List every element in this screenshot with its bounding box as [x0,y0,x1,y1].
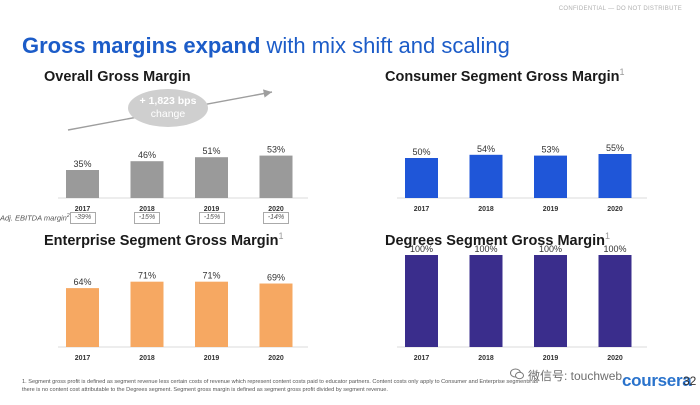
tick-label-2020: 2020 [607,206,623,213]
chart-title-overall: Overall Gross Margin [44,68,191,85]
tick-label-2018: 2018 [478,206,494,213]
wechat-icon [510,368,524,380]
bar-2019 [534,255,567,347]
bps-change-callout: + 1,823 bps change [128,89,208,127]
tick-label-2020: 2020 [268,355,284,362]
tick-label-2019: 2019 [543,355,559,362]
bar-2020 [259,283,293,347]
data-label-2018: 71% [138,271,156,281]
title-rest: with mix shift and scaling [260,33,510,58]
bar-2020 [598,255,632,347]
consumer-gross-margin-chart: 50% 2017 54% 2018 53% 2019 55% 2020 [397,118,647,218]
bar-2018 [130,161,164,198]
ebitda-2018: -15% [134,212,160,224]
tick-label-2019: 2019 [204,355,220,362]
data-label-2020: 55% [606,143,624,153]
chart-title-degrees: Degrees Segment Gross Margin1 [385,231,611,249]
ebitda-2019: -15% [199,212,225,224]
tick-label-2020: 2020 [268,206,284,213]
bar-2017 [66,288,99,347]
data-label-2018: 100% [474,244,497,254]
tick-label-2019: 2019 [204,206,220,213]
tick-label-2018: 2018 [139,206,155,213]
data-label-2017: 64% [73,277,91,287]
chart-title-enterprise: Enterprise Segment Gross Margin1 [44,231,284,249]
tick-label-2017: 2017 [414,206,430,213]
bar-2019 [195,157,228,198]
title-bold: Gross margins expand [22,33,261,58]
tick-label-2017: 2017 [414,355,430,362]
bar-2019 [195,281,228,347]
footnote: 1. Segment gross profit is defined as se… [22,379,539,393]
coursera-logo: coursera [622,371,692,390]
data-label-2019: 51% [202,146,220,156]
data-label-2020: 100% [603,244,626,254]
ebitda-2017: -39% [70,212,96,224]
ebitda-2020: -14% [263,212,289,224]
tick-label-2019: 2019 [543,206,559,213]
bar-2020 [259,155,293,198]
tick-label-2018: 2018 [478,355,494,362]
chart-title-consumer: Consumer Segment Gross Margin1 [385,67,625,85]
overall-gross-margin-chart: 35% 2017 46% 2018 51% 2019 53% 2020 [58,118,308,218]
data-label-2018: 54% [477,144,495,154]
page-number: 32 [683,374,697,388]
bar-2017 [405,158,438,198]
bar-2018 [469,154,503,198]
data-label-2020: 69% [267,273,285,283]
bar-2017 [66,170,99,198]
data-label-2017: 35% [73,159,91,169]
tick-label-2020: 2020 [607,355,623,362]
watermark: 微信号: touchweb [528,369,623,383]
data-label-2019: 53% [541,145,559,155]
enterprise-gross-margin-chart: 64% 2017 71% 2018 71% 2019 69% 2020 [58,255,308,370]
tick-label-2018: 2018 [139,355,155,362]
data-label-2019: 71% [202,271,220,281]
data-label-2019: 100% [539,244,562,254]
bar-2020 [598,154,632,198]
confidential-label: CONFIDENTIAL — DO NOT DISTRIBUTE [558,6,682,12]
bar-2018 [130,281,164,347]
degrees-gross-margin-chart: 100% 2017 100% 2018 100% 2019 100% 2020 [397,244,647,370]
tick-label-2017: 2017 [75,206,91,213]
data-label-2018: 46% [138,150,156,160]
slide-title: Gross margins expand with mix shift and … [22,33,510,59]
bar-2017 [405,255,438,347]
tick-label-2017: 2017 [75,355,91,362]
bar-2019 [534,155,567,198]
ebitda-label: Adj. EBITDA margin2 [0,213,70,223]
bar-2018 [469,255,503,347]
data-label-2017: 100% [410,244,433,254]
data-label-2020: 53% [267,145,285,155]
data-label-2017: 50% [412,147,430,157]
